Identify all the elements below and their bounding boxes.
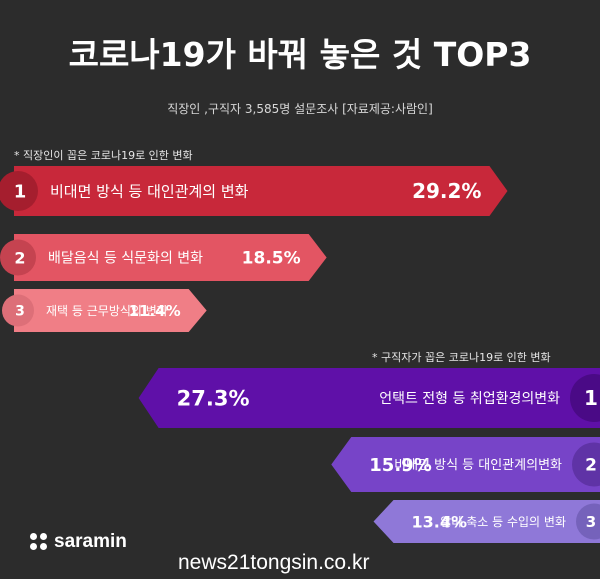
- jobseeker-category-label-2: 비대면 방식 등 대인관계의변화: [394, 458, 562, 473]
- employee-bar-1: [14, 166, 508, 216]
- jobseeker-bar-2: [331, 437, 600, 492]
- jobseeker-value-label-2: 15.9%: [369, 455, 431, 476]
- jobseeker-bar-1: [138, 368, 600, 428]
- employee-rank-badge-2: [0, 239, 36, 276]
- employees-note: * 직장인이 꼽은 코로나19로 인한 변화: [14, 149, 193, 162]
- employee-value-label-3: 11.4%: [129, 302, 181, 320]
- jobseeker-rank-1: 1: [584, 386, 598, 410]
- employee-bar-2: [14, 234, 327, 281]
- employee-bar-3: [14, 289, 207, 332]
- saramin-dots-icon: [30, 533, 48, 551]
- employee-rank-badge-1: [0, 171, 38, 211]
- employee-rank-badge-3: [2, 294, 34, 327]
- page-title: 코로나19가 바꿔 놓은 것 TOP3: [68, 35, 532, 74]
- employee-value-label-1: 29.2%: [412, 179, 481, 203]
- jobseeker-bar-3: [373, 500, 600, 543]
- jobseeker-rank-2: 2: [585, 456, 597, 476]
- employee-category-label-1: 비대면 방식 등 대인관계의 변화: [50, 182, 249, 200]
- employee-rank-1: 1: [14, 181, 27, 202]
- jobseeker-rank-badge-2: [572, 442, 600, 487]
- jobseeker-value-label-3: 13.4%: [412, 512, 468, 531]
- page-subtitle: 직장인 ,구직자 3,585명 설문조사 [자료제공:사람인]: [167, 102, 433, 116]
- jobseeker-rank-badge-3: [576, 503, 600, 540]
- jobseeker-value-label-1: 27.3%: [177, 387, 250, 411]
- saramin-logo-text: saramin: [54, 531, 127, 552]
- watermark-text: news21tongsin.co.kr: [178, 551, 370, 574]
- employee-rank-3: 3: [15, 304, 25, 320]
- jobseeker-rank-badge-1: [570, 374, 600, 422]
- employee-category-label-2: 배달음식 등 식문화의 변화: [48, 251, 203, 267]
- jobseekers-note: * 구직자가 꼽은 코로나19로 인한 변화: [372, 351, 551, 364]
- employee-rank-2: 2: [14, 248, 25, 267]
- jobseeker-category-label-3: 알바 축소 등 수입의 변화: [440, 515, 566, 529]
- jobseeker-rank-3: 3: [586, 513, 596, 531]
- jobseeker-category-label-1: 언택트 전형 등 취업환경의변화: [379, 391, 560, 407]
- employee-value-label-2: 18.5%: [242, 249, 301, 269]
- employee-category-label-3: 재택 등 근무방식의 변화: [46, 304, 168, 318]
- saramin-logo: saramin: [30, 531, 127, 553]
